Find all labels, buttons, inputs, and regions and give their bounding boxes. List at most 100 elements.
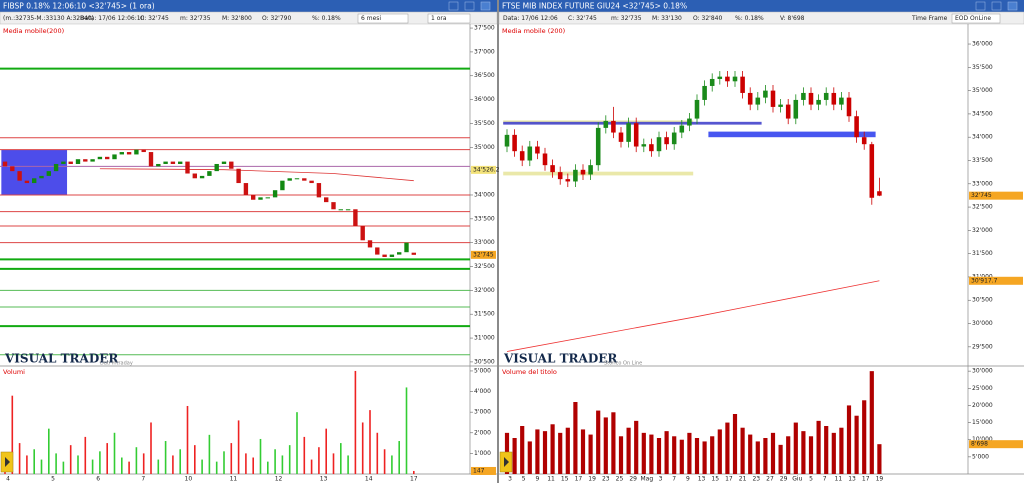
volume-bar bbox=[113, 432, 116, 474]
window-button[interactable] bbox=[480, 1, 491, 11]
candle-body bbox=[112, 154, 117, 160]
candle-body bbox=[801, 92, 806, 100]
candle-body bbox=[404, 242, 409, 253]
volume-bar bbox=[672, 436, 677, 474]
volume-bar bbox=[596, 410, 601, 474]
volume-bar bbox=[347, 455, 349, 474]
volume-bar bbox=[391, 455, 393, 474]
candle-body bbox=[740, 76, 745, 93]
volume-bar bbox=[717, 429, 722, 474]
candle-body bbox=[185, 161, 190, 174]
logo-subtitle: Dati Intraday bbox=[100, 361, 133, 367]
candle-body bbox=[397, 252, 402, 255]
candle-body bbox=[709, 78, 715, 86]
info-field: C: 32'745 bbox=[140, 15, 169, 22]
candle-body bbox=[626, 123, 631, 142]
window-button[interactable] bbox=[1007, 1, 1018, 11]
volume-bar bbox=[354, 370, 357, 474]
volume-bar bbox=[194, 445, 196, 474]
price-marker-label: 34'526.2 bbox=[473, 166, 500, 173]
candle-body bbox=[808, 92, 814, 105]
volume-bar bbox=[84, 436, 87, 474]
volume-bar bbox=[687, 432, 692, 474]
x-tick-label: 17 bbox=[725, 476, 733, 483]
info-field: O: 32'790 bbox=[262, 15, 291, 22]
volume-bar bbox=[69, 445, 72, 474]
x-tick-label: 12 bbox=[275, 476, 283, 483]
candle-body bbox=[345, 209, 351, 211]
candle-body bbox=[236, 168, 241, 184]
volume-bar bbox=[869, 371, 874, 474]
candle-body bbox=[778, 104, 783, 107]
volume-bar bbox=[186, 405, 189, 474]
candle-body bbox=[324, 197, 329, 203]
y-tick-label: 29'500 bbox=[972, 343, 993, 350]
candle-body bbox=[39, 175, 44, 179]
x-tick-label: Mag bbox=[640, 476, 653, 483]
x-tick-label: 9 bbox=[535, 476, 539, 483]
candle-body bbox=[294, 178, 300, 180]
info-field: m: 32'735 bbox=[611, 15, 642, 22]
candle-body bbox=[763, 90, 768, 98]
x-tick-label: 23 bbox=[752, 476, 760, 483]
dropdown[interactable] bbox=[427, 13, 471, 24]
volume-bar bbox=[854, 415, 859, 474]
candle-body bbox=[302, 178, 307, 181]
window-button[interactable] bbox=[464, 1, 475, 11]
window-button[interactable] bbox=[991, 1, 1002, 11]
dropdown[interactable] bbox=[951, 13, 1001, 24]
y-tick-label: 5'000 bbox=[972, 453, 989, 460]
volume-bar bbox=[259, 438, 262, 474]
volume-bar bbox=[801, 431, 806, 474]
info-field: m: 32'735 bbox=[180, 15, 211, 22]
y-tick-label: 36'000 bbox=[474, 96, 495, 103]
y-tick-label: 37'000 bbox=[474, 48, 495, 55]
volume-bar bbox=[793, 422, 798, 474]
candle-body bbox=[309, 180, 314, 184]
candle-body bbox=[178, 161, 183, 164]
candle-body bbox=[831, 92, 837, 105]
x-tick-label: 19 bbox=[588, 476, 596, 483]
volume-bar bbox=[413, 470, 415, 474]
y-tick-label: 33'500 bbox=[474, 215, 495, 222]
candle-body bbox=[664, 137, 669, 145]
candle-body bbox=[641, 144, 647, 147]
candle-body bbox=[580, 169, 586, 175]
x-tick-label: 5 bbox=[51, 476, 55, 483]
y-tick-label: 34'500 bbox=[972, 110, 993, 117]
y-tick-label: 2'000 bbox=[474, 429, 491, 436]
volume-bar bbox=[542, 431, 548, 474]
y-tick-label: 31'500 bbox=[474, 311, 495, 318]
volume-bar bbox=[740, 427, 745, 474]
x-tick-label: 15 bbox=[711, 476, 719, 483]
volume-bar bbox=[816, 420, 821, 474]
window-button[interactable] bbox=[975, 1, 986, 11]
candle-body bbox=[573, 169, 578, 182]
logo: VISUAL TRADER bbox=[503, 352, 618, 366]
window-button[interactable] bbox=[448, 1, 459, 11]
volume-bar bbox=[135, 447, 138, 474]
candle-body bbox=[671, 132, 677, 145]
candle-body bbox=[679, 125, 685, 133]
candle-body bbox=[839, 97, 844, 105]
volume-bar bbox=[831, 432, 836, 474]
volume-label: Volume del titolo bbox=[502, 368, 557, 376]
x-tick-label: 25 bbox=[616, 476, 624, 483]
y-tick-label: 31'500 bbox=[972, 250, 993, 257]
volume-bar bbox=[208, 434, 211, 474]
candle-body bbox=[770, 90, 776, 107]
title-bar bbox=[499, 0, 1024, 12]
logo-subtitle: Storico On Line bbox=[604, 361, 642, 367]
candle-body bbox=[148, 152, 154, 167]
dropdown[interactable] bbox=[357, 13, 409, 24]
candle-body bbox=[854, 116, 859, 138]
candle-body bbox=[360, 225, 365, 241]
price-zone bbox=[1, 149, 68, 195]
y-tick-label: 20'000 bbox=[972, 402, 993, 409]
volume-bar bbox=[611, 412, 616, 474]
volume-bar bbox=[267, 461, 269, 474]
candle-body bbox=[126, 152, 132, 155]
volume-marker bbox=[471, 466, 496, 475]
x-tick-label: 4 bbox=[6, 476, 10, 483]
candle-body bbox=[97, 156, 103, 160]
